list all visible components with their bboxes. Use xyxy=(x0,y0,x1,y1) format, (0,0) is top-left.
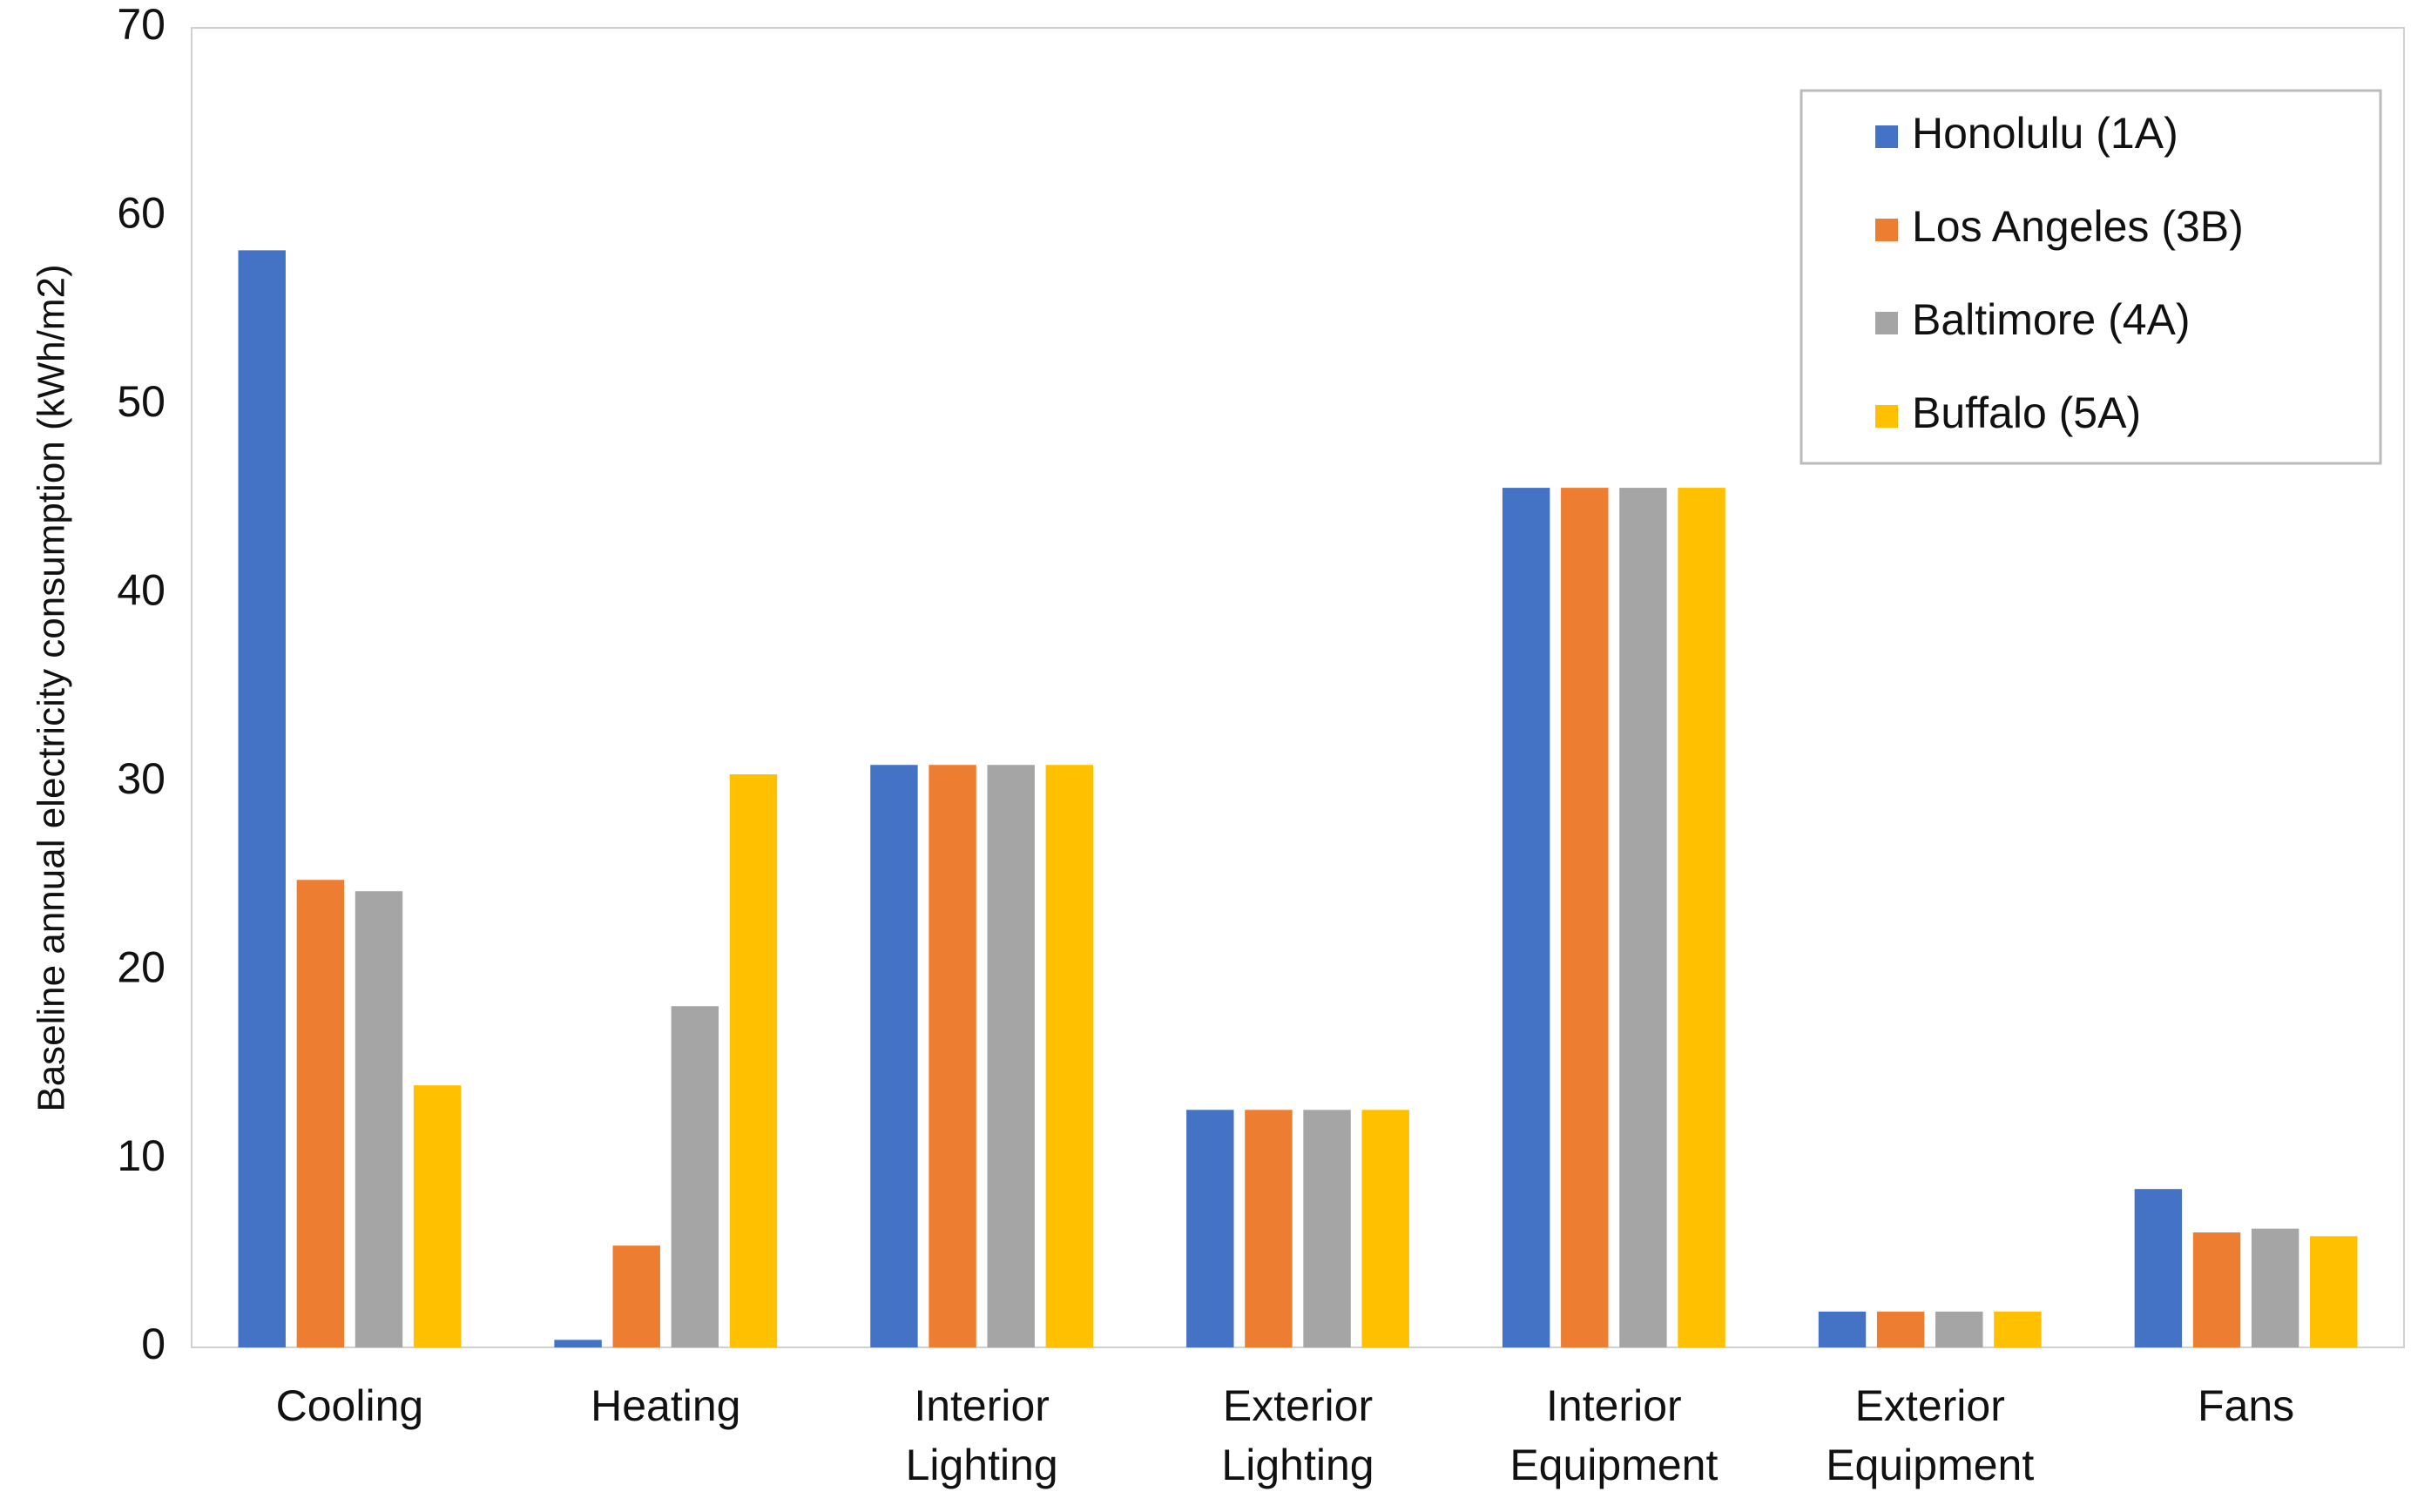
bar xyxy=(1935,1311,1983,1347)
legend-label: Baltimore (4A) xyxy=(1912,295,2191,344)
bar xyxy=(1245,1110,1293,1347)
bar xyxy=(2192,1232,2241,1347)
bar xyxy=(1619,488,1667,1347)
bar xyxy=(554,1340,602,1347)
bar xyxy=(1994,1311,2042,1347)
y-tick-label: 20 xyxy=(117,942,165,991)
x-tick-label: Heating xyxy=(591,1381,740,1430)
bar xyxy=(1045,765,1094,1347)
y-tick-label: 0 xyxy=(141,1320,165,1368)
bar xyxy=(987,765,1035,1347)
bar xyxy=(1818,1311,1867,1347)
legend-label: Los Angeles (3B) xyxy=(1912,202,2244,251)
legend-label: Honolulu (1A) xyxy=(1912,109,2178,158)
y-axis-title: Baseline annual electricity consumption … xyxy=(30,264,73,1111)
y-tick-label: 60 xyxy=(117,189,165,238)
x-tick-label: Exterior Equipment xyxy=(1826,1381,2034,1489)
y-tick-label: 50 xyxy=(117,377,165,426)
x-tick-label: Fans xyxy=(2198,1381,2294,1430)
x-tick-label: Exterior Lighting xyxy=(1221,1381,1374,1489)
bar xyxy=(413,1085,462,1347)
bar xyxy=(1361,1110,1409,1347)
bar xyxy=(870,765,918,1347)
x-tick-label: Cooling xyxy=(276,1381,424,1430)
y-tick-label: 10 xyxy=(117,1131,165,1180)
bar xyxy=(1186,1110,1234,1347)
plot-frame xyxy=(191,27,2405,1348)
y-tick-label: 40 xyxy=(117,565,165,614)
bar xyxy=(2251,1228,2299,1347)
x-tick-label: Interior Lighting xyxy=(906,1381,1058,1489)
legend-box xyxy=(1800,89,2382,465)
legend-swatch xyxy=(1875,312,1898,334)
legend-swatch xyxy=(1875,125,1898,148)
bar xyxy=(612,1245,660,1347)
bar xyxy=(1678,488,1725,1347)
legend-label: Buffalo (5A) xyxy=(1912,388,2141,437)
legend-swatch xyxy=(1875,219,1898,241)
bar xyxy=(1876,1311,1925,1347)
bar xyxy=(1502,488,1550,1347)
bar xyxy=(729,774,778,1347)
bar xyxy=(2310,1236,2358,1347)
bar xyxy=(1303,1110,1351,1347)
bar xyxy=(296,880,345,1347)
bar xyxy=(355,891,403,1347)
x-tick-label: Interior Equipment xyxy=(1509,1381,1718,1489)
bar xyxy=(1561,488,1609,1347)
bar xyxy=(2134,1189,2183,1347)
y-tick-label: 30 xyxy=(117,754,165,803)
bar xyxy=(929,765,976,1347)
y-tick-label: 70 xyxy=(117,0,165,49)
bar xyxy=(238,250,286,1347)
legend-swatch xyxy=(1875,405,1898,428)
bar xyxy=(671,1006,719,1347)
